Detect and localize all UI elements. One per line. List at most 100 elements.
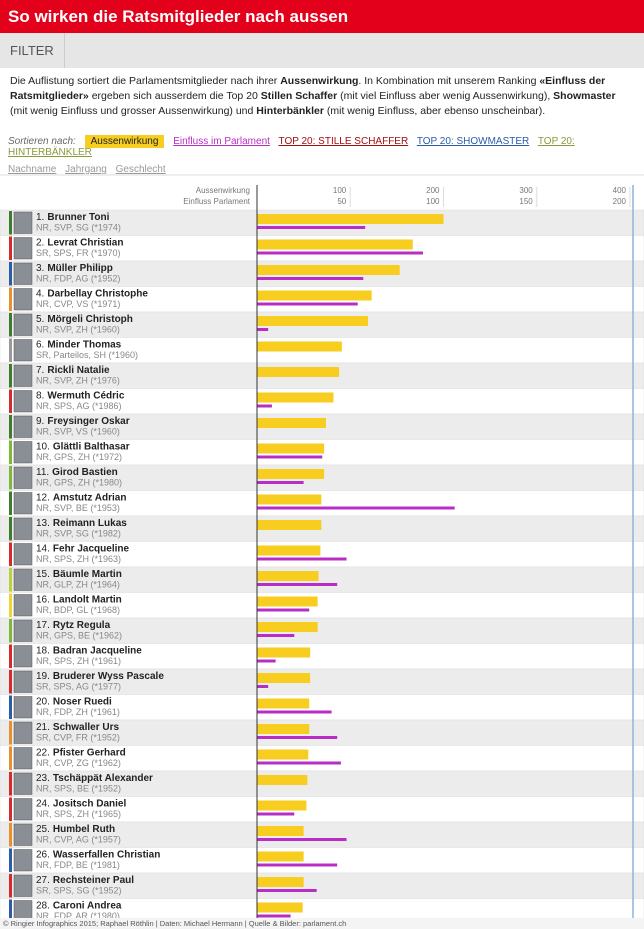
sort-option[interactable]: Aussenwirkung xyxy=(84,135,165,148)
x-tick-label: 200 xyxy=(426,186,440,195)
photo xyxy=(13,364,33,387)
row-background xyxy=(0,745,644,772)
rank: 24. xyxy=(36,798,50,809)
party-stripe xyxy=(9,517,12,541)
intro-part: (mit wenig Einfluss, aber ebenso unschei… xyxy=(323,105,546,117)
party-stripe xyxy=(9,542,12,566)
bar xyxy=(257,724,310,734)
rank: 7. xyxy=(36,365,44,376)
bar xyxy=(257,608,310,612)
filter-button[interactable]: FILTER xyxy=(0,33,65,68)
name: Schwaller Urs xyxy=(53,722,120,733)
bar xyxy=(257,341,342,352)
sort-option[interactable]: Nachname xyxy=(8,164,57,175)
row-detail: NR, SVP, ZH (*1976) xyxy=(36,375,120,385)
name: Jositsch Daniel xyxy=(53,798,127,809)
bar xyxy=(257,239,413,250)
bar xyxy=(257,736,338,739)
party-stripe xyxy=(9,466,12,490)
party-stripe xyxy=(9,619,12,643)
row-label: 2. Levrat Christian xyxy=(36,237,123,248)
name: Glättli Balthasar xyxy=(53,441,130,452)
name: Rickli Natalie xyxy=(47,365,110,376)
row-label: 12. Amstutz Adrian xyxy=(36,492,126,503)
intro-part: Aussenwirkung xyxy=(280,75,359,87)
sort-option[interactable]: Geschlecht xyxy=(115,164,166,175)
row-label: 23. Tschäppät Alexander xyxy=(36,773,153,784)
row-label: 14. Fehr Jacqueline xyxy=(36,543,129,554)
row-label: 26. Wasserfallen Christian xyxy=(36,849,160,860)
row-label: 8. Wermuth Cédric xyxy=(36,390,125,401)
bar xyxy=(257,481,304,484)
sort-option[interactable]: TOP 20: SHOWMASTER xyxy=(416,136,530,147)
rank: 1. xyxy=(36,212,44,223)
intro-part: Showmaster xyxy=(553,90,616,102)
name: Pfister Gerhard xyxy=(53,747,126,758)
name: Reimann Lukas xyxy=(53,518,127,529)
party-stripe xyxy=(9,313,12,337)
sort-option[interactable]: Einfluss im Parlament xyxy=(173,136,270,147)
row-label: 15. Bäumle Martin xyxy=(36,569,122,580)
x-axis-label: Aussenwirkung xyxy=(196,186,250,195)
row-label: 11. Girod Bastien xyxy=(36,467,118,478)
bar xyxy=(257,800,307,811)
name: Wermuth Cédric xyxy=(47,390,124,401)
row-background xyxy=(0,694,644,721)
row-label: 5. Mörgeli Christoph xyxy=(36,314,133,325)
row-label: 22. Pfister Gerhard xyxy=(36,747,126,758)
sort-label: Sortieren nach: xyxy=(8,136,76,147)
party-stripe xyxy=(9,593,12,617)
row-detail: NR, GPS, ZH (*1980) xyxy=(36,477,122,487)
row-label: 7. Rickli Natalie xyxy=(36,365,110,376)
bar xyxy=(257,698,310,709)
x2-tick-label: 200 xyxy=(613,197,627,206)
photo xyxy=(13,849,33,872)
x-tick-label: 400 xyxy=(613,186,627,195)
party-stripe xyxy=(9,389,12,413)
bar xyxy=(257,265,400,275)
party-stripe xyxy=(9,236,12,260)
rank: 2. xyxy=(36,237,44,248)
row-detail: NR, CVP, VS (*1971) xyxy=(36,299,120,309)
rank: 20. xyxy=(36,696,50,707)
photo xyxy=(13,594,33,617)
party-stripe xyxy=(9,415,12,439)
photo xyxy=(13,568,33,591)
row-detail: NR, SPS, ZH (*1963) xyxy=(36,554,121,564)
row-detail: NR, SVP, ZH (*1960) xyxy=(36,324,120,334)
name: Humbel Ruth xyxy=(53,824,115,835)
name: Rytz Regula xyxy=(53,620,111,631)
x2-tick-label: 50 xyxy=(337,197,346,206)
sort-option[interactable]: TOP 20: STILLE SCHAFFER xyxy=(278,136,409,147)
row-label: 19. Bruderer Wyss Pascale xyxy=(36,671,164,682)
bar xyxy=(257,622,318,632)
party-stripe xyxy=(9,440,12,464)
row-label: 18. Badran Jacqueline xyxy=(36,645,142,656)
x2-tick-label: 150 xyxy=(519,197,533,206)
party-stripe xyxy=(9,874,12,898)
party-stripe xyxy=(9,338,12,362)
photo xyxy=(13,798,33,821)
row-label: 6. Minder Thomas xyxy=(36,339,122,350)
party-stripe xyxy=(9,364,12,388)
photo xyxy=(13,466,33,489)
intro-part: Hinterbänkler xyxy=(256,105,324,117)
name: Caroni Andrea xyxy=(53,900,122,911)
sort-option[interactable]: Jahrgang xyxy=(65,164,107,175)
photo xyxy=(13,721,33,744)
rank: 12. xyxy=(36,492,50,503)
party-stripe xyxy=(9,772,12,796)
bar xyxy=(257,418,327,428)
x2-axis-label: Einfluss Parlament xyxy=(183,197,250,206)
row-detail: NR, FDP, ZH (*1961) xyxy=(36,707,120,717)
photo xyxy=(13,619,33,642)
intro-text: Die Auflistung sortiert die Parlamentsmi… xyxy=(10,74,630,119)
row-background xyxy=(0,515,644,542)
party-stripe xyxy=(9,695,12,719)
party-stripe xyxy=(9,721,12,745)
rank: 21. xyxy=(36,722,50,733)
sort-option[interactable]: TOP 20: HINTERBÄNKLER xyxy=(8,136,575,158)
row-label: 4. Darbellay Christophe xyxy=(36,288,148,299)
name: Brunner Toni xyxy=(47,212,109,223)
row-background xyxy=(0,770,644,797)
